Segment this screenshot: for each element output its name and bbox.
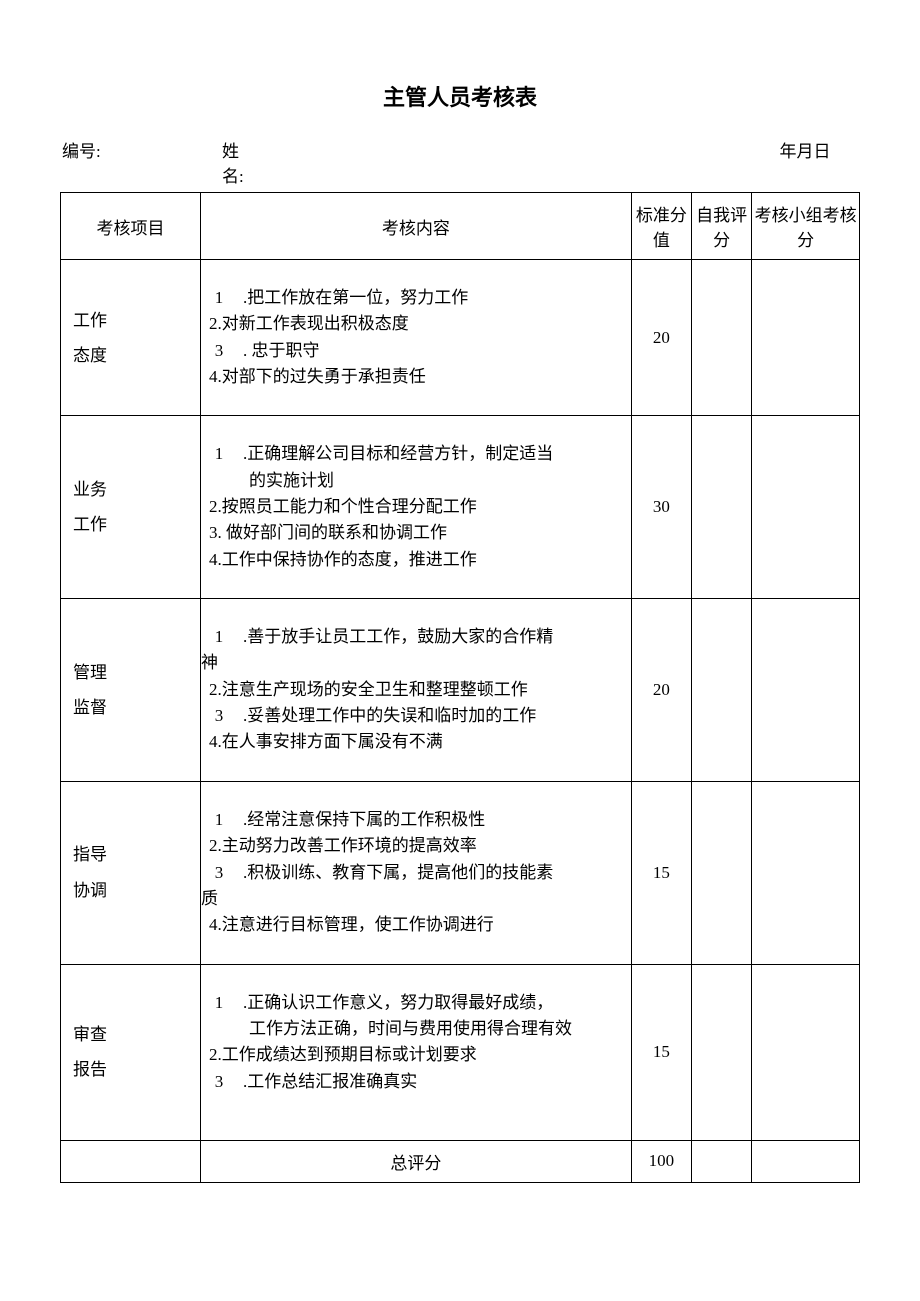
self-score-cell (692, 599, 752, 782)
item-line: 监督 (73, 694, 188, 721)
self-score-cell (692, 781, 752, 964)
content-cell: 1.把工作放在第一位，努力工作2.对新工作表现出积极态度3. 忠于职守4.对部下… (200, 260, 631, 416)
content-cell: 1.善于放手让员工工作，鼓励大家的合作精神2.注意生产现场的安全卫生和整理整顿工… (200, 599, 631, 782)
score-cell: 20 (631, 260, 691, 416)
score-cell: 15 (631, 781, 691, 964)
self-score-cell (692, 416, 752, 599)
item-line: 指导 (73, 841, 188, 868)
group-score-cell (752, 781, 860, 964)
total-self (692, 1140, 752, 1182)
group-score-cell (752, 260, 860, 416)
meta-name-label-1: 姓 (222, 137, 252, 162)
item-line: 业务 (73, 476, 188, 503)
table-row: 工作态度1.把工作放在第一位，努力工作2.对新工作表现出积极态度3. 忠于职守4… (61, 260, 860, 416)
score-cell: 30 (631, 416, 691, 599)
item-line: 协调 (73, 877, 188, 904)
total-group (752, 1140, 860, 1182)
total-label: 总评分 (200, 1140, 631, 1182)
item-cell: 业务工作 (61, 416, 201, 599)
item-line: 工作 (73, 511, 188, 538)
header-content: 考核内容 (200, 193, 631, 260)
group-score-cell (752, 416, 860, 599)
item-line: 工作 (73, 307, 188, 334)
score-cell: 15 (631, 964, 691, 1140)
content-cell: 1.正确认识工作意义，努力取得最好成绩，工作方法正确，时间与费用使用得合理有效2… (200, 964, 631, 1140)
header-standard: 标准分值 (631, 193, 691, 260)
self-score-cell (692, 260, 752, 416)
content-cell: 1.正确理解公司目标和经营方针，制定适当的实施计划2.按照员工能力和个性合理分配… (200, 416, 631, 599)
meta-row: 编号: 姓 名: 年月日 (60, 137, 860, 187)
group-score-cell (752, 599, 860, 782)
table-row: 管理监督1.善于放手让员工工作，鼓励大家的合作精神2.注意生产现场的安全卫生和整… (61, 599, 860, 782)
table-row: 审查报告1.正确认识工作意义，努力取得最好成绩，工作方法正确，时间与费用使用得合… (61, 964, 860, 1140)
page-title: 主管人员考核表 (60, 80, 860, 112)
group-score-cell (752, 964, 860, 1140)
total-score: 100 (631, 1140, 691, 1182)
meta-name: 姓 名: (222, 137, 602, 187)
item-cell: 管理监督 (61, 599, 201, 782)
table-row: 指导协调1.经常注意保持下属的工作积极性2.主动努力改善工作环境的提高效率3.积… (61, 781, 860, 964)
item-cell: 工作态度 (61, 260, 201, 416)
item-cell: 审查报告 (61, 964, 201, 1140)
self-score-cell (692, 964, 752, 1140)
item-line: 态度 (73, 342, 188, 369)
header-self: 自我评分 (692, 193, 752, 260)
meta-name-label-2: 名: (222, 162, 252, 187)
header-group: 考核小组考核分 (752, 193, 860, 260)
table-header-row: 考核项目 考核内容 标准分值 自我评分 考核小组考核分 (61, 193, 860, 260)
content-cell: 1.经常注意保持下属的工作积极性2.主动努力改善工作环境的提高效率3.积极训练、… (200, 781, 631, 964)
meta-date-label: 年月日 (602, 137, 858, 187)
item-line: 审查 (73, 1021, 188, 1048)
item-line: 报告 (73, 1056, 188, 1083)
item-line: 管理 (73, 659, 188, 686)
assessment-table: 考核项目 考核内容 标准分值 自我评分 考核小组考核分 工作态度1.把工作放在第… (60, 192, 860, 1183)
score-cell: 20 (631, 599, 691, 782)
meta-id-label: 编号: (62, 137, 222, 187)
header-item: 考核项目 (61, 193, 201, 260)
item-cell: 指导协调 (61, 781, 201, 964)
table-total-row: 总评分 100 (61, 1140, 860, 1182)
total-empty (61, 1140, 201, 1182)
table-row: 业务工作1.正确理解公司目标和经营方针，制定适当的实施计划2.按照员工能力和个性… (61, 416, 860, 599)
